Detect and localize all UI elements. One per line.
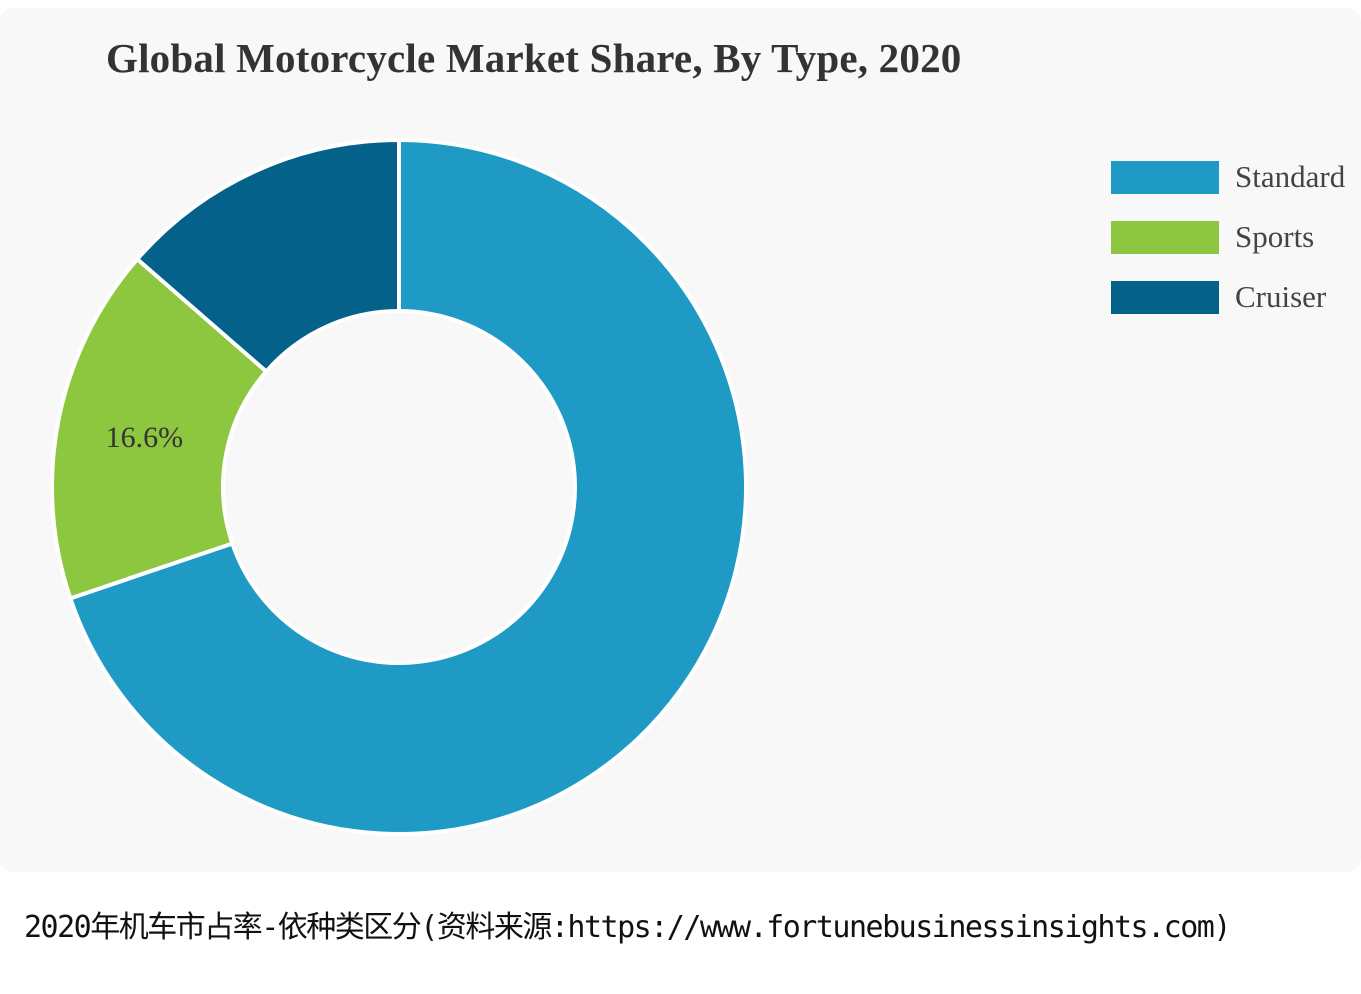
slice-labels: 16.6% — [106, 421, 184, 454]
donut-slice-sports[interactable] — [50, 257, 269, 601]
legend-swatch-cruiser — [1111, 281, 1219, 314]
donut-slice-standard[interactable] — [68, 138, 748, 836]
legend-label-standard: Standard — [1235, 159, 1346, 194]
source-caption: 2020年机车市占率-依种类区分(资料来源:https://www.fortun… — [24, 910, 1231, 945]
legend-label-sports: Sports — [1235, 219, 1315, 254]
donut-slice-cruiser[interactable] — [135, 138, 401, 374]
chart-title: Global Motorcycle Market Share, By Type,… — [106, 35, 962, 81]
legend-label-cruiser: Cruiser — [1235, 279, 1327, 314]
legend-swatch-standard — [1111, 161, 1219, 194]
data-label-sports: 16.6% — [106, 421, 184, 454]
donut-slices — [50, 138, 748, 836]
legend-swatch-sports — [1111, 221, 1219, 254]
